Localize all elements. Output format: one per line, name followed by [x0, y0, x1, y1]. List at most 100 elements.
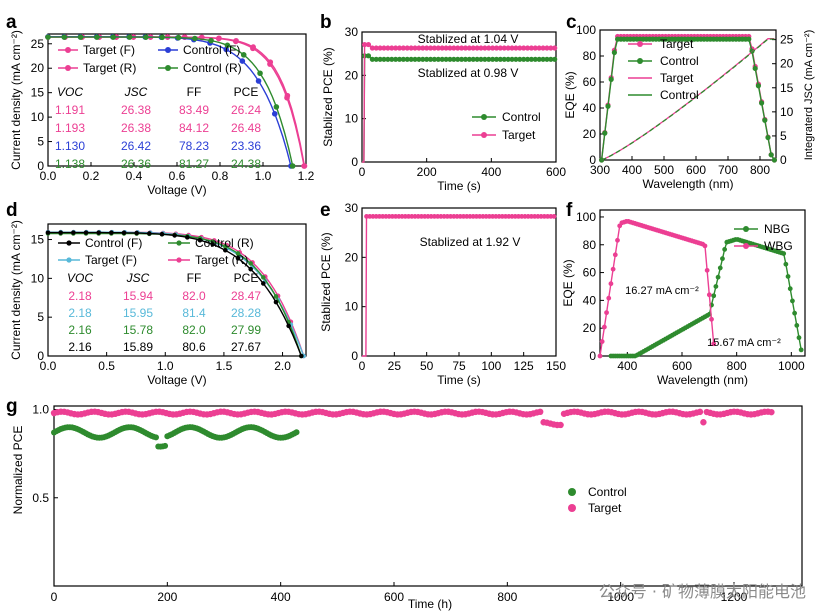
y-tick-label: 0.5 [32, 491, 49, 505]
jv-marker [271, 111, 278, 117]
table-cell: 2.18 [68, 289, 92, 303]
y2-tick-label: 10 [780, 105, 794, 119]
x-tick-label: 0.0 [40, 359, 57, 373]
eqe-marker [783, 261, 789, 267]
eqe-marker [798, 347, 804, 353]
legend-label: Control (F) [85, 236, 142, 250]
x-tick-label: 200 [417, 165, 437, 179]
table-cell: 15.89 [123, 340, 153, 354]
y-tick-label: 0 [351, 349, 358, 363]
jv-marker [250, 44, 256, 50]
plot-frame-d [47, 223, 307, 357]
jv-marker [94, 34, 100, 40]
eqe-marker [755, 83, 762, 89]
x-tick-label: 800 [497, 590, 517, 604]
y-tick-label: 25 [31, 37, 45, 51]
x-tick-label: 1.2 [298, 169, 315, 183]
eqe-marker [711, 341, 717, 347]
y-axis-label: Current density (mA cm⁻²) [9, 220, 23, 360]
x-tick-label: 600 [672, 359, 692, 373]
y-axis-label: EQE (%) [561, 259, 575, 306]
y-tick-label: 10 [31, 271, 45, 285]
eqe-marker [787, 286, 793, 292]
y-tick-label: 10 [345, 300, 359, 314]
panel-letter: b [320, 12, 332, 33]
eqe-marker [597, 353, 603, 359]
y2-tick-label: 5 [780, 129, 787, 143]
y-tick-label: 20 [345, 68, 359, 82]
jv-marker [216, 35, 222, 42]
jv-marker [299, 353, 304, 359]
x-tick-label: 0 [51, 590, 58, 604]
x-tick-label: 700 [718, 163, 738, 177]
jv-marker [248, 261, 253, 266]
eqe-marker [752, 65, 758, 72]
eqe-marker [722, 246, 728, 252]
control-series [51, 424, 300, 450]
legend-marker [637, 58, 643, 64]
y2-tick-label: 15 [780, 81, 794, 95]
y-tick-label: 20 [31, 61, 45, 75]
jv-marker [273, 299, 279, 305]
jv-marker [267, 59, 274, 65]
jv-marker [224, 42, 231, 49]
jv-marker [83, 230, 89, 235]
x-tick-label: 75 [452, 359, 466, 373]
x-tick-label: 1.5 [216, 359, 233, 373]
y-tick-label: 10 [31, 110, 45, 124]
eqe-marker [759, 100, 765, 106]
x-tick-label: 1200 [721, 590, 748, 604]
watermark-text: 公众号 · 矿物薄膜太阳能电池 [598, 582, 806, 601]
x-tick-label: 2.0 [274, 359, 291, 373]
panel-letter: e [320, 200, 331, 221]
table-cell: 15.95 [123, 306, 153, 320]
legend-marker [165, 65, 171, 71]
jv-marker [235, 251, 241, 256]
x-tick-label: 25 [388, 359, 402, 373]
x-tick-label: 600 [384, 590, 404, 604]
legend-marker [176, 257, 182, 263]
eqe-marker [608, 76, 614, 83]
jv-marker [208, 37, 214, 44]
legend-label: Target (R) [83, 61, 136, 75]
eqe-marker [765, 134, 771, 141]
table-header: FF [187, 85, 202, 99]
table-cell: 81.27 [179, 157, 209, 171]
legend-marker [481, 114, 487, 120]
jv-marker [239, 58, 246, 64]
jv-marker [261, 281, 266, 286]
table-cell: 23.36 [231, 139, 261, 153]
legend-label: Target [502, 128, 536, 142]
jv-marker [96, 230, 101, 235]
table-cell: 26.36 [121, 157, 151, 171]
legend-label: NBG [764, 222, 790, 236]
jv-marker [126, 34, 133, 40]
jv-marker [257, 70, 263, 77]
table-cell: 82.0 [182, 323, 206, 337]
legend-marker [65, 65, 71, 71]
x-axis-label: Time (h) [408, 597, 452, 611]
x-tick-label: 125 [514, 359, 534, 373]
jv-marker [121, 230, 127, 236]
jv-marker [255, 78, 262, 84]
table-cell: 80.6 [182, 340, 206, 354]
x-axis-label: Time (s) [437, 179, 481, 193]
y-tick-label: 40 [583, 101, 597, 115]
stabilized-marker [552, 56, 558, 62]
legend-label: Target (R) [195, 253, 248, 267]
x-tick-label: 600 [546, 165, 566, 179]
eqe-marker [796, 335, 802, 341]
legend-marker [743, 243, 749, 249]
x-axis-label: Voltage (V) [147, 183, 206, 197]
legend-marker [165, 47, 171, 53]
stabilized-marker [365, 53, 372, 59]
y-tick-label: 30 [345, 201, 359, 215]
table-header: VOC [57, 85, 83, 99]
y-tick-label: 20 [345, 250, 359, 264]
legend-marker [65, 47, 71, 53]
table-cell: 2.16 [68, 323, 92, 337]
x-axis-label: Wavelength (nm) [657, 373, 748, 387]
jv-marker [185, 235, 190, 240]
table-cell: 27.67 [231, 340, 261, 354]
target-point [768, 408, 775, 416]
